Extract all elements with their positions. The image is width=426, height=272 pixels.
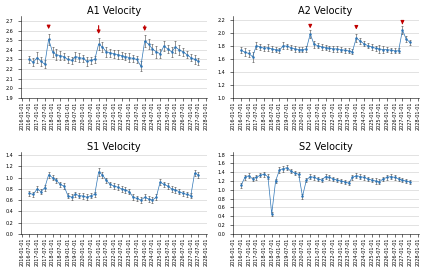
Title: S2 Velocity: S2 Velocity xyxy=(299,141,352,152)
Title: A2 Velocity: A2 Velocity xyxy=(298,5,353,16)
Title: A1 Velocity: A1 Velocity xyxy=(87,5,141,16)
Title: S1 Velocity: S1 Velocity xyxy=(87,141,141,152)
